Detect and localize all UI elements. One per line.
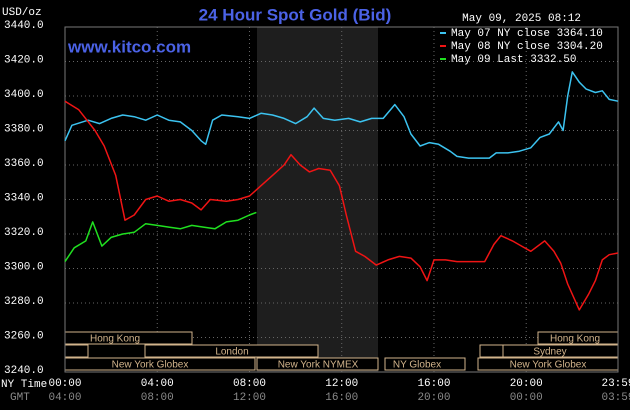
x2-tick-label: 04:00 — [48, 392, 81, 404]
session-box — [479, 344, 504, 358]
session-box — [384, 357, 466, 371]
y-tick-label: 3280.0 — [4, 296, 44, 308]
y-tick-label: 3240.0 — [4, 365, 44, 377]
x2-tick-label: 00:00 — [510, 392, 543, 404]
y-tick-label: 3260.0 — [4, 330, 44, 342]
session-label: NY Globex — [393, 360, 441, 371]
session-label: New York Globex — [112, 360, 189, 371]
session-box — [256, 357, 379, 371]
x-tick-label: 16:00 — [417, 378, 450, 390]
legend-label: May 09 Last 3332.50 — [451, 54, 576, 66]
x-tick-label: 20:00 — [510, 378, 543, 390]
chart-title: 24 Hour Spot Gold (Bid) — [199, 5, 392, 24]
session-box — [144, 344, 319, 358]
series-line — [64, 71, 619, 159]
x-tick-label: 00:00 — [48, 378, 81, 390]
y-tick-label: 3320.0 — [4, 227, 44, 239]
x2-tick-label: 16:00 — [325, 392, 358, 404]
y-tick-label: 3300.0 — [4, 261, 44, 273]
x2-tick-label: 03:59 — [601, 392, 630, 404]
x2-tick-label: 08:00 — [141, 392, 174, 404]
x-tick-label: 12:00 — [325, 378, 358, 390]
x2-tick-label: 12:00 — [233, 392, 266, 404]
x-axis-label: NY Time — [1, 379, 47, 391]
legend-label: May 07 NY close 3364.10 — [451, 28, 603, 40]
x2-axis-label: GMT — [10, 392, 30, 404]
session-label: Hong Kong — [550, 334, 600, 345]
session-label: New York NYMEX — [278, 360, 359, 371]
session-label: New York Globex — [510, 360, 587, 371]
y-tick-label: 3400.0 — [4, 89, 44, 101]
site-label: www.kitco.com — [67, 37, 191, 56]
y-tick-label: 3440.0 — [4, 20, 44, 32]
x-tick-label: 08:00 — [233, 378, 266, 390]
timestamp: May 09, 2025 08:12 — [462, 13, 581, 25]
y-tick-label: 3360.0 — [4, 158, 44, 170]
x-tick-label: 04:00 — [141, 378, 174, 390]
series-line — [64, 211, 257, 263]
series-line — [64, 100, 619, 311]
y-tick-label: 3340.0 — [4, 192, 44, 204]
x2-tick-label: 20:00 — [417, 392, 450, 404]
y-tick-label: 3420.0 — [4, 54, 44, 66]
sessions: Hong Kong Hong Kong London Sydney New Yo… — [64, 331, 619, 371]
y-unit: USD/oz — [2, 7, 42, 19]
legend-label: May 08 NY close 3304.20 — [451, 41, 603, 53]
session-box — [64, 344, 89, 358]
x-tick-label: 23:59 — [601, 378, 630, 390]
session-label: London — [215, 347, 248, 358]
plot-frame — [64, 26, 619, 373]
y-tick-label: 3380.0 — [4, 123, 44, 135]
session-label: Hong Kong — [90, 334, 140, 345]
session-label: Sydney — [533, 347, 566, 358]
